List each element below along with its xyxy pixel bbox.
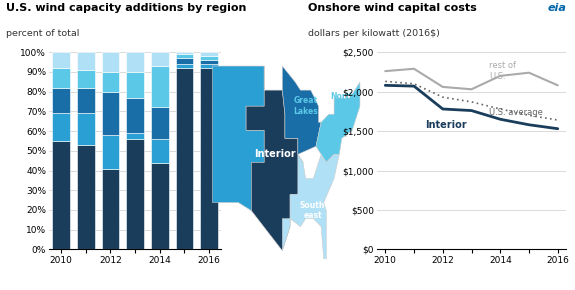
- Bar: [77, 70, 95, 88]
- Text: U.S. average: U.S. average: [489, 108, 543, 117]
- Bar: [151, 139, 168, 163]
- Bar: [52, 141, 70, 249]
- Bar: [52, 113, 70, 141]
- Bar: [102, 168, 120, 249]
- Bar: [175, 64, 193, 68]
- Bar: [77, 88, 95, 113]
- Bar: [151, 66, 168, 107]
- Bar: [200, 64, 218, 68]
- Text: Interior: Interior: [254, 149, 296, 160]
- Text: rest of
U.S.: rest of U.S.: [489, 61, 516, 81]
- Text: Interior: Interior: [425, 120, 466, 130]
- Bar: [126, 97, 144, 133]
- Polygon shape: [282, 66, 321, 154]
- Bar: [151, 163, 168, 249]
- Bar: [77, 113, 95, 145]
- Bar: [151, 52, 168, 66]
- Bar: [175, 54, 193, 58]
- Polygon shape: [282, 154, 339, 259]
- Polygon shape: [213, 66, 264, 211]
- Text: U.S. wind capacity additions by region: U.S. wind capacity additions by region: [6, 3, 246, 13]
- Bar: [102, 92, 120, 135]
- Bar: [126, 133, 144, 139]
- Bar: [52, 88, 70, 113]
- Bar: [102, 135, 120, 168]
- Bar: [200, 60, 218, 64]
- Bar: [175, 52, 193, 54]
- Bar: [200, 52, 218, 56]
- Text: West: West: [217, 109, 244, 119]
- Bar: [200, 68, 218, 249]
- Bar: [52, 68, 70, 88]
- Bar: [126, 52, 144, 72]
- Text: Great
Lakes: Great Lakes: [293, 97, 318, 116]
- Bar: [102, 72, 120, 92]
- Bar: [77, 52, 95, 70]
- Bar: [126, 72, 144, 97]
- Text: dollars per kilowatt (2016$): dollars per kilowatt (2016$): [308, 29, 439, 38]
- Text: Onshore wind capital costs: Onshore wind capital costs: [308, 3, 476, 13]
- Bar: [200, 56, 218, 60]
- Text: eia: eia: [547, 3, 566, 13]
- Text: North-
east: North- east: [331, 93, 358, 112]
- Bar: [126, 139, 144, 249]
- Bar: [175, 68, 193, 249]
- Bar: [175, 58, 193, 64]
- Text: percent of total: percent of total: [6, 29, 79, 38]
- Polygon shape: [316, 82, 360, 162]
- Bar: [151, 107, 168, 139]
- Bar: [77, 145, 95, 249]
- Bar: [102, 52, 120, 72]
- Text: South-
east: South- east: [299, 201, 328, 220]
- Polygon shape: [246, 66, 303, 251]
- Bar: [52, 52, 70, 68]
